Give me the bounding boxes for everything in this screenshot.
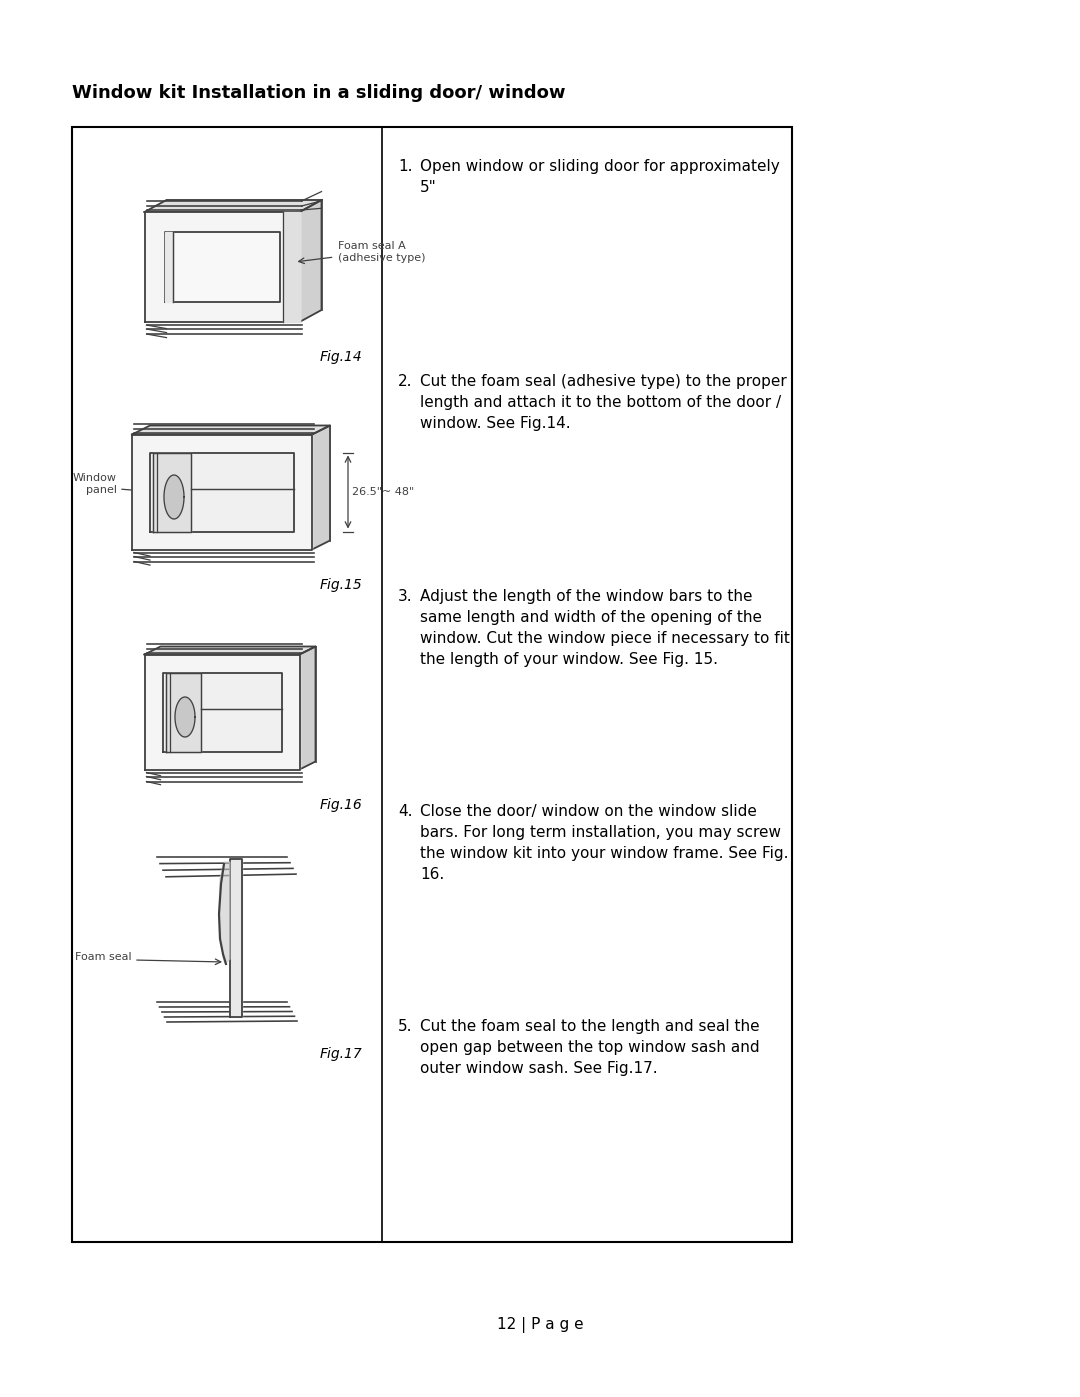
Polygon shape: [312, 426, 330, 549]
Text: Fig.14: Fig.14: [320, 351, 362, 365]
Polygon shape: [145, 212, 299, 321]
Text: 12 | P a g e: 12 | P a g e: [497, 1317, 583, 1333]
Polygon shape: [299, 200, 322, 321]
Text: Cut the foam seal (adhesive type) to the proper
length and attach it to the bott: Cut the foam seal (adhesive type) to the…: [420, 374, 786, 432]
Text: Adjust the length of the window bars to the
same length and width of the opening: Adjust the length of the window bars to …: [420, 590, 789, 666]
Text: Fig.15: Fig.15: [320, 577, 362, 591]
Text: 3.: 3.: [399, 590, 413, 604]
Text: 5.: 5.: [399, 1018, 413, 1034]
Text: Open window or sliding door for approximately
5": Open window or sliding door for approxim…: [420, 159, 780, 196]
Polygon shape: [150, 453, 294, 531]
Polygon shape: [164, 475, 184, 520]
Polygon shape: [164, 232, 280, 302]
Text: 26.5"~ 48": 26.5"~ 48": [352, 488, 415, 497]
Polygon shape: [283, 212, 299, 321]
Text: 1.: 1.: [399, 159, 413, 175]
Polygon shape: [164, 232, 173, 302]
Polygon shape: [145, 200, 322, 212]
Polygon shape: [132, 434, 312, 549]
Polygon shape: [132, 426, 330, 434]
Polygon shape: [145, 647, 315, 655]
Polygon shape: [165, 672, 201, 752]
Polygon shape: [162, 672, 282, 752]
Bar: [72, 127, 792, 1242]
Polygon shape: [153, 453, 191, 531]
Text: 4.: 4.: [399, 805, 413, 819]
Text: Fig.17: Fig.17: [320, 1046, 362, 1060]
Polygon shape: [230, 859, 242, 1017]
Polygon shape: [299, 647, 315, 770]
Text: Foam seal A
(adhesive type): Foam seal A (adhesive type): [338, 242, 426, 263]
Text: Window kit Installation in a sliding door/ window: Window kit Installation in a sliding doo…: [72, 84, 566, 102]
Polygon shape: [175, 697, 195, 738]
Text: 2.: 2.: [399, 374, 413, 388]
Text: Foam seal: Foam seal: [76, 951, 132, 963]
Text: Window
panel: Window panel: [73, 474, 117, 495]
Polygon shape: [219, 862, 230, 964]
Polygon shape: [145, 655, 299, 770]
Text: Close the door/ window on the window slide
bars. For long term installation, you: Close the door/ window on the window sli…: [420, 805, 788, 882]
Text: Fig.16: Fig.16: [320, 798, 362, 812]
Text: Cut the foam seal to the length and seal the
open gap between the top window sas: Cut the foam seal to the length and seal…: [420, 1018, 759, 1076]
